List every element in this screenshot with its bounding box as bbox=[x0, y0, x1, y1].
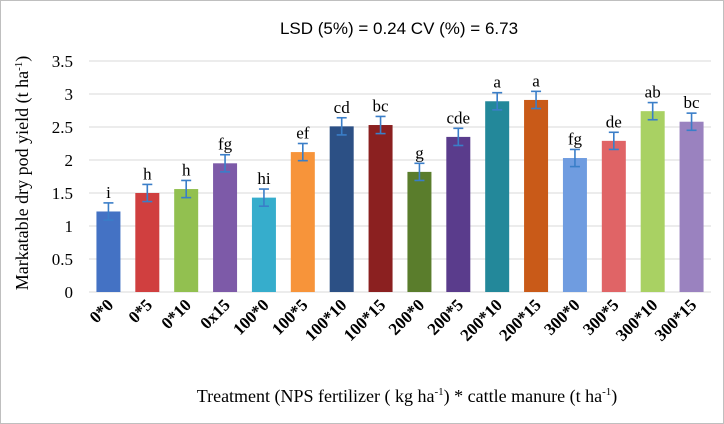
x-axis-label-sup1: -1 bbox=[435, 386, 444, 398]
bar bbox=[485, 101, 510, 292]
x-tick-label: 200*10 bbox=[457, 295, 506, 344]
bar bbox=[213, 163, 238, 292]
significance-letter: ab bbox=[645, 83, 661, 102]
significance-letter: h bbox=[143, 164, 152, 183]
x-tick-label: 100*0 bbox=[229, 295, 272, 338]
significance-letter: cd bbox=[334, 98, 351, 117]
y-tick-label: 2 bbox=[65, 151, 74, 170]
significance-letter: cde bbox=[447, 108, 471, 127]
y-axis-label-end: ) bbox=[12, 56, 33, 62]
y-tick-label: 3.5 bbox=[52, 52, 73, 71]
x-tick-label: 100*15 bbox=[340, 295, 389, 344]
bar bbox=[368, 125, 393, 293]
bar bbox=[640, 111, 665, 292]
chart-title: LSD (5%) = 0.24 CV (%) = 6.73 bbox=[280, 19, 518, 38]
x-tick-label: 300*15 bbox=[651, 295, 700, 344]
x-tick-label: 300*10 bbox=[612, 295, 661, 344]
x-tick-label: 0*5 bbox=[125, 295, 156, 326]
bar bbox=[174, 189, 199, 292]
significance-letter: hi bbox=[257, 169, 271, 188]
significance-letter: a bbox=[532, 71, 540, 90]
y-tick-label: 2.5 bbox=[52, 118, 73, 137]
y-axis-label-main: Markatable dry pod yield (t ha bbox=[12, 71, 33, 290]
bar bbox=[407, 171, 432, 292]
significance-letter: i bbox=[106, 183, 111, 202]
significance-letter: bc bbox=[373, 96, 390, 115]
y-axis-label: Markatable dry pod yield (t ha-1) bbox=[12, 56, 33, 291]
bar bbox=[329, 126, 354, 292]
bar bbox=[96, 211, 121, 292]
bar bbox=[679, 121, 704, 292]
y-tick-label: 0 bbox=[65, 283, 74, 302]
significance-letter: g bbox=[415, 143, 424, 162]
significance-letter: h bbox=[182, 160, 191, 179]
x-tick-label: 0*0 bbox=[86, 295, 117, 326]
bar bbox=[601, 140, 626, 292]
x-tick-label: 100*10 bbox=[301, 295, 350, 344]
significance-letter: bc bbox=[684, 93, 701, 112]
bars-group bbox=[96, 99, 704, 293]
significance-letter: fg bbox=[568, 129, 583, 148]
bar bbox=[524, 99, 549, 292]
bar bbox=[251, 197, 276, 292]
x-tick-label: 200*0 bbox=[385, 295, 428, 338]
x-tick-label: 200*15 bbox=[495, 295, 544, 344]
x-tick-label: 300*0 bbox=[540, 295, 583, 338]
x-tick-label: 0*10 bbox=[158, 295, 195, 332]
bar bbox=[290, 152, 315, 292]
significance-letter: ef bbox=[296, 124, 310, 143]
significance-letter: fg bbox=[218, 135, 233, 154]
x-axis-label-part3: ) bbox=[611, 386, 617, 407]
x-axis-label-part1: Treatment (NPS fertilizer ( kg ha bbox=[197, 386, 435, 407]
x-tick-labels: 0*0 0*5 0*10 0x15100*0100*5100*10100*15200*… bbox=[86, 295, 701, 344]
y-tick-label: 1.5 bbox=[52, 184, 73, 203]
y-tick-label: 0.5 bbox=[52, 250, 73, 269]
x-tick-label: 0x15 bbox=[196, 295, 233, 332]
y-axis-label-sup: -1 bbox=[13, 62, 25, 71]
y-tick-labels: 0 0.5 1 1.5 2 2.5 3 3.5 bbox=[52, 52, 73, 302]
significance-letter: a bbox=[493, 73, 501, 92]
significance-letters-group: i h h fg hi ef cd bc g cde a a fg de ab bc bbox=[106, 71, 700, 202]
bar bbox=[446, 136, 471, 292]
x-axis-label-sup2: -1 bbox=[602, 386, 611, 398]
y-tick-label: 1 bbox=[65, 217, 74, 236]
bar bbox=[135, 193, 160, 292]
significance-letter: de bbox=[606, 112, 622, 131]
y-tick-label: 3 bbox=[65, 85, 74, 104]
error-bars-group bbox=[103, 90, 697, 221]
bar bbox=[562, 158, 587, 292]
x-axis-label: Treatment (NPS fertilizer ( kg ha-1) * c… bbox=[197, 386, 618, 407]
x-axis-label-part2: ) * cattle manure (t ha bbox=[444, 386, 602, 407]
